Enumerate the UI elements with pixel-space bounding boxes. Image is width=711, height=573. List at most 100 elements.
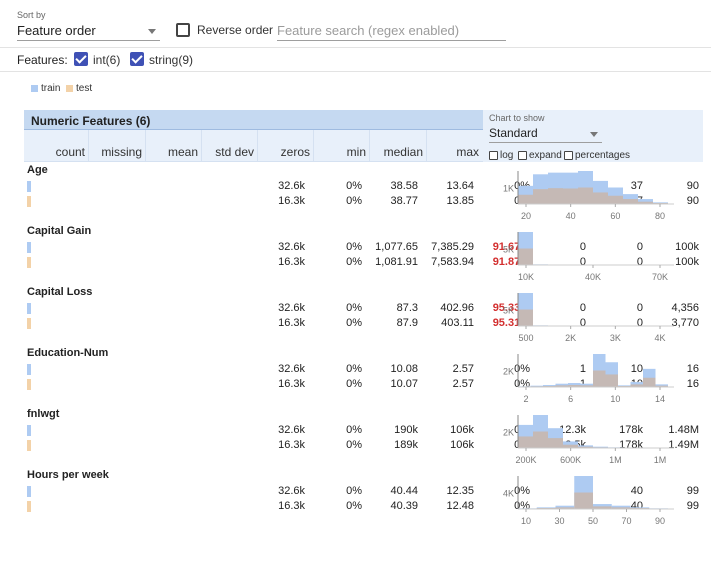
column-header-zeros[interactable]: zeros [280,145,310,159]
test-legend-swatch [66,85,73,92]
column-header-count[interactable]: count [55,145,85,159]
x-tick-label: 200K [515,455,536,465]
test-bar [593,370,606,387]
percentages-label: percentages [575,150,631,161]
train-row-marker [27,303,31,314]
cell-std-dev: 12.48 [446,500,474,512]
column-header-missing[interactable]: missing [101,145,142,159]
column-header-min[interactable]: min [346,145,366,159]
cell-max: 1.48M [668,424,699,436]
test-row-marker [27,257,31,268]
cell-max: 1.49M [668,439,699,451]
cell-count: 16.3k [278,378,305,390]
cell-mean: 10.08 [390,363,418,375]
string-features-label: string(9) [149,53,194,67]
cell-missing: 0% [346,439,362,451]
feature-name: Capital Loss [27,286,93,298]
cell-std-dev: 13.64 [446,180,474,192]
test-bar [580,385,593,387]
top-toolbar: Sort by Feature order Reverse order Feat… [0,0,711,48]
chart-to-show-label: Chart to show [489,113,545,123]
x-tick-label: 10K [518,272,534,282]
cell-median: 178k [619,424,643,436]
cell-std-dev: 402.96 [440,302,474,314]
x-tick-label: 40 [566,211,576,221]
cell-mean: 1,077.65 [375,241,418,253]
cell-missing: 0% [346,500,362,512]
cell-std-dev: 106k [450,424,474,436]
x-tick-label: 600K [560,455,581,465]
cell-mean: 38.58 [390,180,418,192]
cell-missing: 0% [346,317,362,329]
train-row-marker [27,364,31,375]
int-features-checkbox[interactable] [74,52,88,66]
cell-count: 16.3k [278,256,305,268]
test-row-marker [27,318,31,329]
cell-mean: 1,081.91 [375,256,418,268]
test-bar [593,192,608,204]
log-checkbox[interactable] [489,151,498,160]
column-header-max[interactable]: max [456,145,479,159]
y-tick-label: 5K [503,245,514,255]
test-bar [608,195,623,204]
string-features-checkbox[interactable] [130,52,144,66]
test-bar [578,187,593,204]
y-tick-label: 2K [503,428,514,438]
cell-min: 1 [579,363,586,375]
int-features-label: int(6) [93,53,121,67]
test-bar [605,374,618,387]
cell-count: 32.6k [278,485,305,497]
cell-mean: 87.3 [396,302,418,314]
cell-max: 4,356 [671,302,699,314]
chart-type-select[interactable]: Standard [489,125,602,143]
cell-max: 16 [686,378,699,390]
features-filter-bar: Features: int(6) string(9) [0,48,711,72]
cell-max: 90 [686,195,699,207]
x-tick-label: 1M [654,455,667,465]
test-bar [643,377,656,387]
cell-std-dev: 12.35 [446,485,474,497]
y-tick-label: 1K [503,184,514,194]
cell-median: 0 [636,241,643,253]
test-bar [555,507,575,509]
cell-count: 32.6k [278,363,305,375]
cell-max: 99 [686,500,699,512]
reverse-order-checkbox[interactable] [176,23,190,37]
cell-missing: 0% [346,363,362,375]
percentages-checkbox[interactable] [564,151,573,160]
x-tick-label: 1M [609,455,622,465]
histogram-column: 1K 20 40 60 80 5K 10K 40K 70K 5K 500 2K 3K 4K 2K 2 6 10 14… [484,163,704,543]
feature-search-input[interactable]: Feature search (regex enabled) [277,20,506,41]
cell-missing: 0% [346,302,362,314]
column-header-mean[interactable]: mean [167,145,198,159]
cell-min: 0 [579,256,586,268]
chart-options: Chart to show Standard log expand percen… [483,110,703,162]
column-header-median[interactable]: median [383,145,423,159]
expand-label: expand [529,150,562,161]
x-tick-label: 40K [585,272,601,282]
column-header-std-dev[interactable]: std dev [215,145,254,159]
train-row-marker [27,242,31,253]
cell-mean: 38.77 [390,195,418,207]
chart-type-value: Standard [489,126,538,140]
test-bar [518,194,533,204]
cell-missing: 0% [346,485,362,497]
test-bar [548,188,563,204]
test-row-marker [27,196,31,207]
cell-median: 0 [636,317,643,329]
cell-missing: 0% [346,256,362,268]
numeric-features-panel: Numeric Features (6) Chart to show Stand… [24,110,703,540]
expand-checkbox[interactable] [518,151,527,160]
y-tick-label: 5K [503,306,514,316]
reverse-order-label: Reverse order [197,23,274,37]
feature-name: fnlwgt [27,408,60,420]
cell-missing: 0% [346,180,362,192]
sort-by-label: Sort by [17,10,46,20]
sort-by-select[interactable]: Feature order [17,21,160,41]
test-bar [611,507,631,509]
cell-mean: 87.9 [396,317,418,329]
x-tick-label: 50 [588,516,598,526]
test-bar [555,385,568,387]
test-bar [533,189,548,204]
y-tick-label: 2K [503,367,514,377]
